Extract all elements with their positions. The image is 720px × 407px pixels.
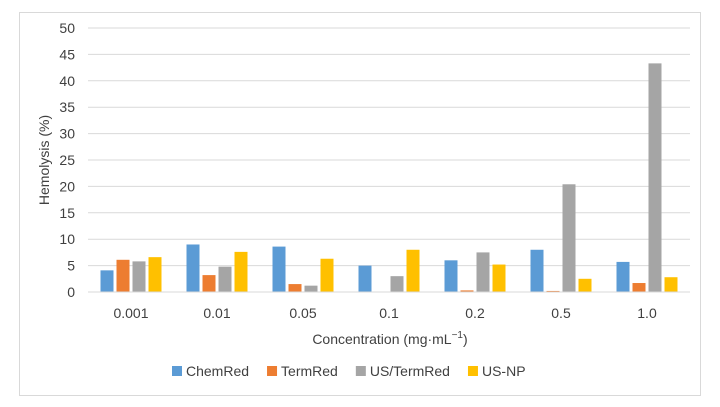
- legend-swatch-us-termred: [355, 366, 366, 376]
- legend-swatch-chemred: [172, 366, 182, 376]
- y-tick-label: 0: [67, 284, 75, 300]
- bar-chemred: [100, 270, 114, 292]
- bar-termred: [116, 259, 130, 292]
- y-axis-ticks: 0 5 10 15 20 25 30 35 40 45 50: [59, 20, 75, 300]
- x-axis-title-superscript: −1: [452, 330, 464, 341]
- y-tick-label: 10: [59, 231, 75, 247]
- x-axis-title: Concentration (mg·mL−1): [312, 330, 467, 347]
- bar-chemred: [444, 260, 458, 292]
- x-tick-label: 0.2: [465, 305, 485, 321]
- bar-us-termred: [390, 276, 404, 292]
- y-tick-label: 25: [59, 152, 75, 168]
- legend-label-termred: TermRed: [281, 363, 338, 379]
- chart-frame: [19, 12, 701, 396]
- x-tick-label: 0.1: [379, 305, 399, 321]
- bar-termred: [460, 290, 474, 292]
- bar-us-np: [664, 277, 678, 292]
- legend-swatch-termred: [267, 366, 278, 376]
- bar-termred: [546, 290, 560, 292]
- legend-label-us-np: US-NP: [482, 363, 526, 379]
- bar-us-termred: [476, 252, 490, 292]
- y-tick-label: 45: [59, 46, 75, 62]
- x-tick-label: 0.001: [113, 305, 148, 321]
- x-axis-title-main: Concentration (mg·mL: [312, 331, 451, 347]
- bar-us-termred: [218, 266, 232, 292]
- y-tick-label: 50: [59, 20, 75, 36]
- legend-label-chemred: ChemRed: [186, 363, 249, 379]
- bar-termred: [632, 283, 646, 292]
- y-tick-label: 40: [59, 73, 75, 89]
- x-tick-label: 0.5: [551, 305, 571, 321]
- legend-label-us-termred: US/TermRed: [370, 363, 450, 379]
- x-axis-title-tail: ): [463, 331, 468, 347]
- x-tick-label: 1.0: [637, 305, 657, 321]
- x-tick-label: 0.05: [289, 305, 316, 321]
- bar-us-np: [234, 251, 248, 292]
- bar-us-termred: [132, 261, 146, 292]
- bar-us-termred: [648, 63, 662, 292]
- bar-us-np: [578, 278, 592, 292]
- x-axis-ticks: 0.001 0.01 0.05 0.1 0.2 0.5 1.0: [113, 305, 656, 321]
- y-axis-title: Hemolysis (%): [36, 115, 52, 205]
- y-tick-label: 35: [59, 99, 75, 115]
- bar-chemred: [358, 265, 372, 292]
- bar-us-np: [320, 258, 334, 292]
- bar-termred: [202, 275, 216, 292]
- bar-us-np: [148, 257, 162, 292]
- legend-swatch-us-np: [467, 366, 478, 376]
- y-tick-label: 5: [67, 258, 75, 274]
- bar-chemred: [616, 261, 630, 292]
- y-tick-label: 20: [59, 178, 75, 194]
- bars: [100, 63, 678, 292]
- bar-us-termred: [304, 285, 318, 292]
- bar-us-termred: [562, 184, 576, 292]
- bar-us-np: [406, 249, 420, 292]
- gridlines: [88, 27, 690, 267]
- bar-chemred: [530, 249, 544, 292]
- x-tick-label: 0.01: [203, 305, 230, 321]
- bar-us-np: [492, 264, 506, 292]
- legend: ChemRed TermRed US/TermRed US-NP: [172, 363, 526, 379]
- y-tick-label: 30: [59, 126, 75, 142]
- bar-chemred: [186, 244, 200, 292]
- bar-chemred: [272, 246, 286, 292]
- y-tick-label: 15: [59, 205, 75, 221]
- bar-termred: [288, 284, 302, 292]
